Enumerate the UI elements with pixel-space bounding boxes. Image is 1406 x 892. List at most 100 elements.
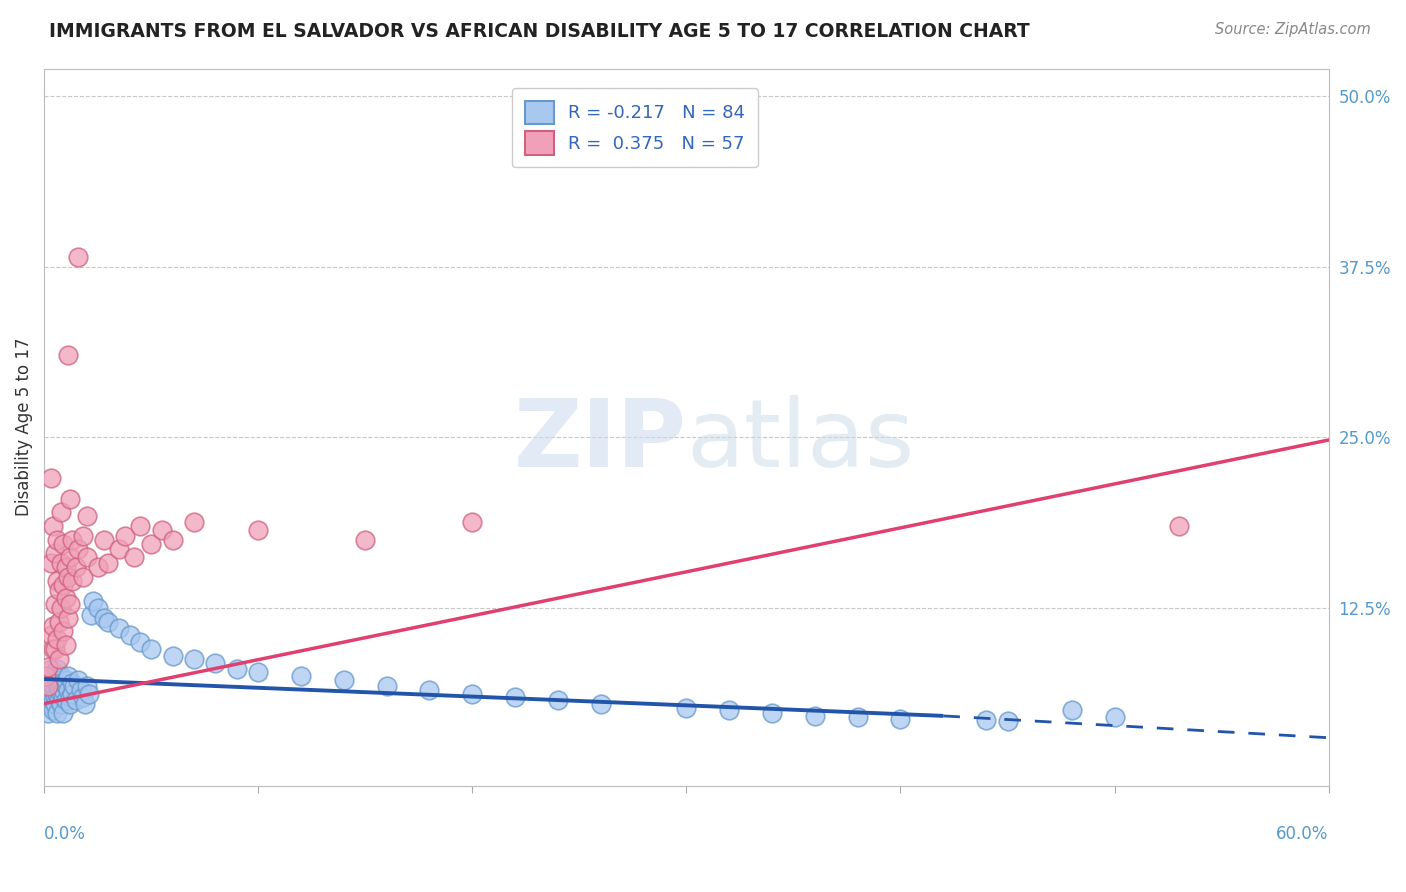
Point bbox=[73, 697, 96, 711]
Point bbox=[60, 533, 83, 547]
Point bbox=[1060, 703, 1083, 717]
Point bbox=[889, 712, 911, 726]
Point bbox=[37, 687, 59, 701]
Point bbox=[51, 601, 73, 615]
Point bbox=[44, 597, 66, 611]
Point bbox=[76, 679, 98, 693]
Point bbox=[37, 706, 59, 721]
Point bbox=[44, 682, 66, 697]
Point bbox=[204, 656, 226, 670]
Point bbox=[290, 669, 312, 683]
Point bbox=[48, 583, 70, 598]
Point bbox=[39, 628, 62, 642]
Point bbox=[46, 533, 69, 547]
Point bbox=[72, 690, 94, 704]
Point bbox=[162, 648, 184, 663]
Point bbox=[41, 673, 63, 688]
Point bbox=[247, 665, 270, 680]
Point bbox=[37, 679, 59, 693]
Point bbox=[59, 550, 82, 565]
Point bbox=[55, 679, 77, 693]
Point bbox=[41, 619, 63, 633]
Point bbox=[44, 697, 66, 711]
Text: IMMIGRANTS FROM EL SALVADOR VS AFRICAN DISABILITY AGE 5 TO 17 CORRELATION CHART: IMMIGRANTS FROM EL SALVADOR VS AFRICAN D… bbox=[49, 22, 1031, 41]
Point bbox=[35, 697, 58, 711]
Point bbox=[76, 509, 98, 524]
Point bbox=[1167, 519, 1189, 533]
Point bbox=[141, 537, 163, 551]
Point bbox=[59, 597, 82, 611]
Point bbox=[162, 533, 184, 547]
Point bbox=[51, 687, 73, 701]
Point bbox=[55, 692, 77, 706]
Point bbox=[44, 690, 66, 704]
Point bbox=[375, 679, 398, 693]
Point bbox=[80, 607, 103, 622]
Point bbox=[48, 615, 70, 629]
Point bbox=[39, 471, 62, 485]
Point bbox=[67, 250, 90, 264]
Point bbox=[86, 560, 108, 574]
Point bbox=[39, 690, 62, 704]
Point bbox=[56, 348, 79, 362]
Point bbox=[37, 692, 59, 706]
Point bbox=[52, 690, 75, 704]
Point bbox=[37, 669, 59, 683]
Point bbox=[55, 673, 77, 688]
Point bbox=[97, 615, 120, 629]
Point bbox=[48, 682, 70, 697]
Point bbox=[55, 591, 77, 606]
Point bbox=[52, 578, 75, 592]
Point bbox=[974, 713, 997, 727]
Point bbox=[44, 546, 66, 560]
Point bbox=[86, 601, 108, 615]
Point bbox=[589, 697, 612, 711]
Point bbox=[41, 642, 63, 657]
Point bbox=[247, 523, 270, 537]
Point bbox=[48, 651, 70, 665]
Point bbox=[56, 569, 79, 583]
Point bbox=[65, 560, 87, 574]
Point bbox=[461, 687, 484, 701]
Point bbox=[1104, 710, 1126, 724]
Point bbox=[46, 632, 69, 647]
Point bbox=[225, 663, 247, 677]
Point bbox=[41, 703, 63, 717]
Point bbox=[675, 700, 697, 714]
Point bbox=[122, 550, 145, 565]
Point bbox=[46, 687, 69, 701]
Point bbox=[51, 556, 73, 570]
Point bbox=[35, 676, 58, 690]
Point bbox=[77, 687, 100, 701]
Point bbox=[93, 610, 115, 624]
Point bbox=[72, 528, 94, 542]
Point bbox=[108, 542, 131, 557]
Point bbox=[39, 697, 62, 711]
Point bbox=[60, 574, 83, 588]
Point bbox=[51, 669, 73, 683]
Point bbox=[60, 676, 83, 690]
Text: ZIP: ZIP bbox=[513, 395, 686, 487]
Point bbox=[129, 519, 152, 533]
Point bbox=[35, 690, 58, 704]
Point bbox=[56, 610, 79, 624]
Point bbox=[41, 692, 63, 706]
Point bbox=[41, 679, 63, 693]
Point bbox=[44, 669, 66, 683]
Point bbox=[52, 537, 75, 551]
Point bbox=[72, 569, 94, 583]
Legend: R = -0.217   N = 84, R =  0.375   N = 57: R = -0.217 N = 84, R = 0.375 N = 57 bbox=[512, 88, 758, 167]
Point bbox=[418, 682, 440, 697]
Point bbox=[39, 663, 62, 677]
Point bbox=[51, 505, 73, 519]
Point bbox=[39, 676, 62, 690]
Point bbox=[333, 673, 356, 688]
Point bbox=[46, 574, 69, 588]
Point bbox=[97, 556, 120, 570]
Point bbox=[63, 679, 86, 693]
Point bbox=[129, 635, 152, 649]
Point bbox=[46, 706, 69, 721]
Point bbox=[35, 669, 58, 683]
Point bbox=[846, 710, 869, 724]
Point bbox=[51, 676, 73, 690]
